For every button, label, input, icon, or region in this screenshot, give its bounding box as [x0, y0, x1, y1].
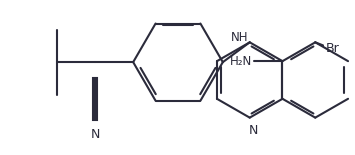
Text: NH: NH [231, 31, 248, 44]
Text: H₂N: H₂N [229, 55, 252, 68]
Text: N: N [91, 128, 100, 141]
Text: Br: Br [326, 42, 340, 55]
Text: N: N [248, 124, 258, 137]
